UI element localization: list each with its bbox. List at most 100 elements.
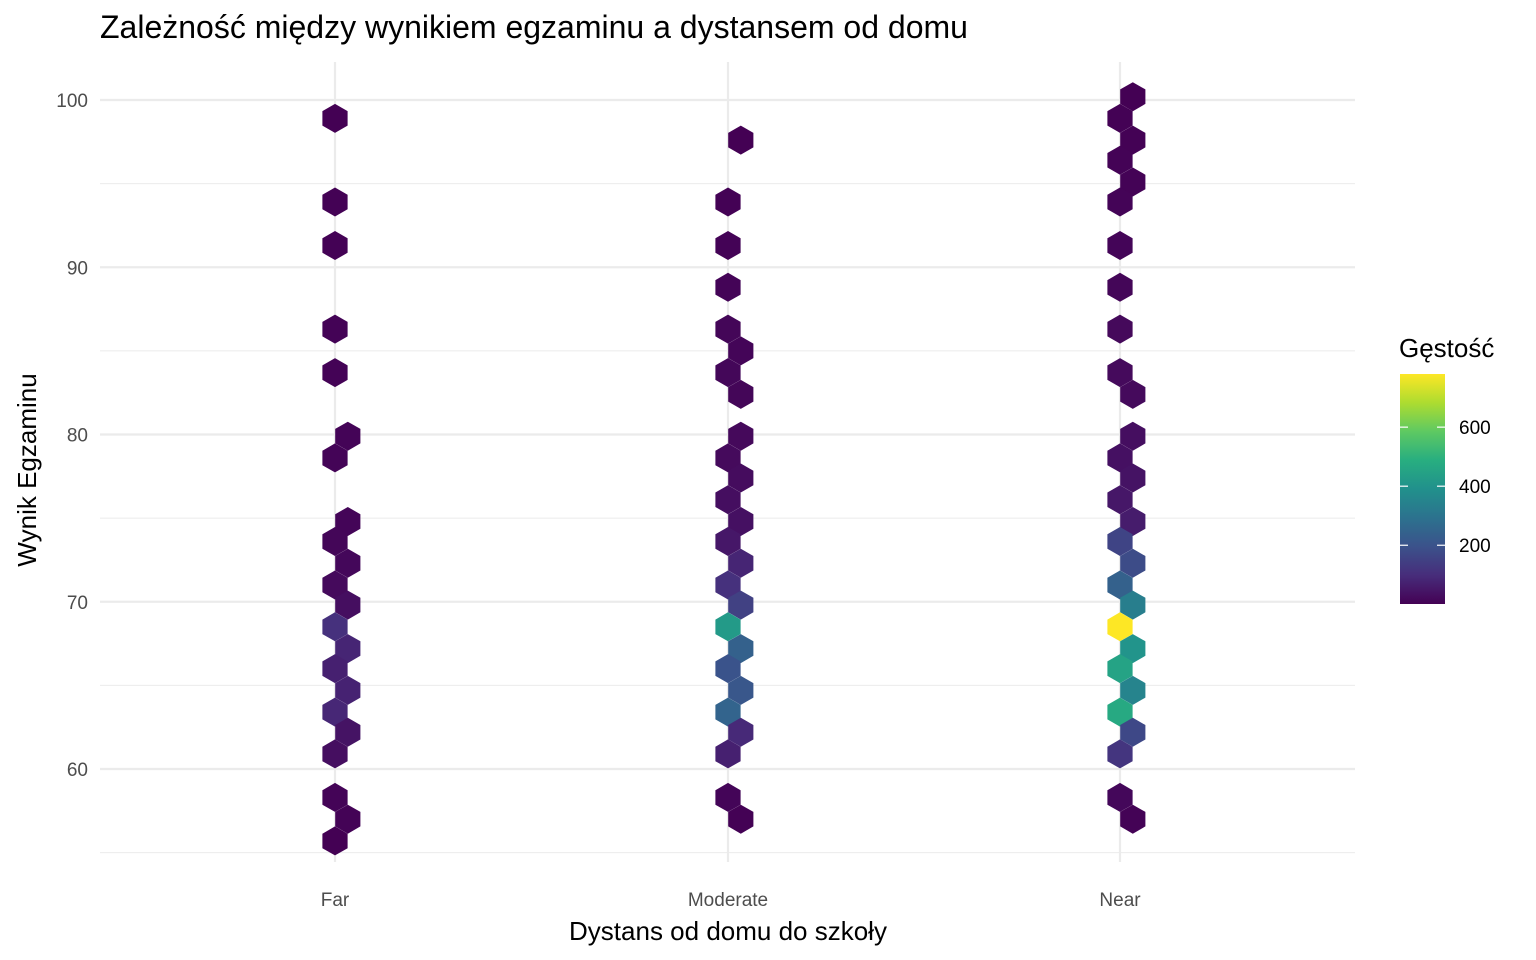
hex-bin-53 (1120, 167, 1146, 197)
x-axis-title: Dystans od domu do szkoły (569, 916, 887, 946)
hex-bin-74 (1120, 717, 1146, 747)
hex-bin-24 (715, 187, 741, 217)
hex-bin-20 (322, 782, 348, 812)
x-axis-ticks: Far Moderate Near (321, 890, 1142, 911)
hex-bin-28 (728, 336, 754, 366)
hex-bin-57 (1107, 314, 1133, 344)
hex-bin-56 (1107, 272, 1133, 302)
hex-bin-73 (1107, 697, 1133, 727)
legend-tick-label-2: 400 (1459, 477, 1491, 498)
hex-bin-66 (1120, 548, 1146, 578)
x-tick-label-2: Moderate (688, 890, 768, 911)
hex-bin-49 (1120, 82, 1146, 112)
hex-bin-43 (728, 675, 754, 705)
hex-bin-7 (322, 443, 348, 473)
hex-bins (322, 82, 1146, 856)
hex-bin-40 (715, 612, 741, 642)
legend-ticks: 200 400 600 (1400, 418, 1491, 557)
hex-bin-70 (1120, 634, 1146, 664)
hex-bin-4 (322, 314, 348, 344)
legend: Gęstość 200 400 600 (1399, 333, 1494, 604)
hex-bin-52 (1107, 145, 1133, 175)
hex-bin-62 (1120, 463, 1146, 493)
y-axis-title: Wynik Egzaminu (12, 373, 42, 566)
hex-bin-16 (335, 675, 361, 705)
hex-bin-37 (728, 548, 754, 578)
y-axis-ticks: 60 70 80 90 100 (56, 91, 88, 781)
hex-bin-48 (728, 804, 754, 834)
hex-bin-8 (335, 507, 361, 536)
hex-bin-33 (728, 463, 754, 493)
hex-bin-65 (1107, 527, 1133, 556)
hex-bin-19 (322, 739, 348, 769)
hex-bin-1 (322, 103, 348, 133)
hex-bin-15 (322, 654, 348, 684)
y-tick-label-1: 60 (67, 760, 88, 781)
hex-bin-3 (322, 231, 348, 260)
hex-bin-23 (728, 125, 754, 155)
hex-bin-54 (1107, 187, 1133, 217)
legend-colorbar (1400, 374, 1445, 604)
hex-bin-29 (715, 358, 741, 388)
hex-bin-32 (715, 443, 741, 473)
hex-bin-39 (728, 590, 754, 620)
hex-bin-45 (728, 717, 754, 747)
y-tick-label-2: 70 (67, 593, 88, 614)
hex-bin-22 (322, 826, 348, 856)
hex-bin-21 (335, 804, 361, 834)
hex-bin-9 (322, 527, 348, 556)
hex-bin-25 (715, 231, 741, 260)
hex-bin-6 (335, 421, 361, 451)
hex-bin-58 (1107, 358, 1133, 388)
legend-tick-label-1: 200 (1459, 536, 1491, 557)
legend-title: Gęstość (1399, 333, 1494, 363)
hex-bin-72 (1120, 675, 1146, 705)
hex-bin-46 (715, 739, 741, 769)
hex-bin-2 (322, 187, 348, 217)
chart-title: Zależność między wynikiem egzaminu a dys… (100, 9, 968, 45)
hex-bin-55 (1107, 231, 1133, 260)
x-tick-label-3: Near (1099, 890, 1141, 911)
hex-bin-50 (1107, 103, 1133, 133)
hex-bin-31 (728, 421, 754, 451)
hex-bin-68 (1120, 590, 1146, 620)
hex-bin-60 (1120, 421, 1146, 451)
hex-bin-42 (715, 654, 741, 684)
hex-bin-61 (1107, 443, 1133, 473)
hex-bin-63 (1107, 485, 1133, 515)
hex-bin-38 (715, 570, 741, 600)
hex-bin-47 (715, 782, 741, 812)
hex-bin-17 (322, 697, 348, 727)
hex-bin-77 (1120, 804, 1146, 834)
hex-bin-75 (1107, 739, 1133, 769)
hex-bin-76 (1107, 782, 1133, 812)
grid (100, 62, 1355, 862)
hex-bin-13 (322, 612, 348, 642)
hex-bin-11 (322, 570, 348, 600)
hex-bin-26 (715, 272, 741, 302)
legend-tick-label-3: 600 (1459, 418, 1491, 439)
hex-bin-41 (728, 634, 754, 664)
y-tick-label-5: 100 (56, 91, 88, 112)
hex-bin-30 (728, 379, 754, 409)
x-tick-label-1: Far (321, 890, 350, 911)
hex-bin-35 (728, 507, 754, 536)
hex-bin-69 (1107, 612, 1133, 642)
hex-bin-71 (1107, 654, 1133, 684)
hex-bin-12 (335, 590, 361, 620)
y-tick-label-4: 90 (67, 258, 88, 279)
hex-bin-18 (335, 717, 361, 747)
hex-bin-64 (1120, 507, 1146, 536)
hex-bin-14 (335, 634, 361, 664)
hex-bin-36 (715, 527, 741, 556)
hex-bin-44 (715, 697, 741, 727)
hex-bin-5 (322, 358, 348, 388)
y-tick-label-3: 80 (67, 426, 88, 447)
hex-bin-67 (1107, 570, 1133, 600)
hex-bin-10 (335, 548, 361, 578)
hex-bin-59 (1120, 379, 1146, 409)
hex-bin-51 (1120, 125, 1146, 155)
hex-bin-34 (715, 485, 741, 515)
hex-bin-27 (715, 314, 741, 344)
